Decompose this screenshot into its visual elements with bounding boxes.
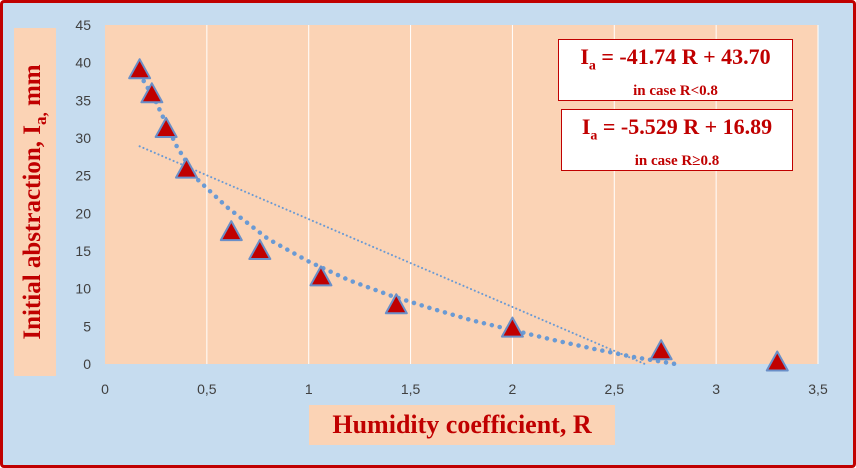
data-point: [174, 157, 198, 179]
y-tick-label: 0: [83, 356, 91, 372]
x-tick-label: 1,5: [401, 381, 421, 397]
data-point: [384, 293, 408, 315]
data-point: [140, 82, 164, 104]
data-point: [765, 350, 789, 372]
y-tick-label: 30: [75, 130, 91, 146]
data-point: [154, 116, 178, 138]
data-point: [128, 58, 152, 80]
trendline-linear: [138, 145, 646, 365]
y-tick-label: 35: [75, 92, 91, 108]
equation-box-low: Ia = -41.74 R + 43.70 in case R<0.8: [558, 39, 793, 101]
data-point: [309, 265, 333, 287]
equation-high-condition: in case R≥0.8: [634, 153, 720, 170]
data-point: [649, 339, 673, 361]
x-tick-label: 0,5: [197, 381, 217, 397]
equation-low-condition: in case R<0.8: [633, 83, 718, 100]
y-tick-label: 40: [75, 55, 91, 71]
x-axis-label-box: Humidity coefficient, R: [309, 405, 615, 445]
y-tick-label: 25: [75, 168, 91, 184]
x-tick-label: 2,5: [605, 381, 625, 397]
equation-high: Ia = -5.529 R + 16.89: [581, 114, 773, 144]
y-tick-label: 20: [75, 205, 91, 221]
x-tick-label: 3: [712, 381, 720, 397]
equation-box-high: Ia = -5.529 R + 16.89 in case R≥0.8: [561, 109, 793, 171]
x-tick-label: 2: [509, 381, 517, 397]
x-tick-label: 3,5: [808, 381, 828, 397]
y-tick-label: 45: [75, 17, 91, 33]
data-point: [248, 239, 272, 260]
y-tick-label: 10: [75, 281, 91, 297]
equation-low: Ia = -41.74 R + 43.70: [580, 44, 771, 74]
x-tick-label: 0: [101, 381, 109, 397]
data-point: [219, 220, 243, 242]
y-axis-label: Initial abstraction, Ia, mm: [19, 64, 50, 340]
x-axis-label: Humidity coefficient, R: [332, 410, 592, 439]
y-tick-label: 5: [83, 318, 91, 334]
trendline-polynomial: [137, 71, 678, 367]
y-tick-label: 15: [75, 243, 91, 259]
y-axis-label-box: [14, 28, 56, 376]
data-point: [500, 316, 524, 338]
x-tick-label: 1: [305, 381, 313, 397]
